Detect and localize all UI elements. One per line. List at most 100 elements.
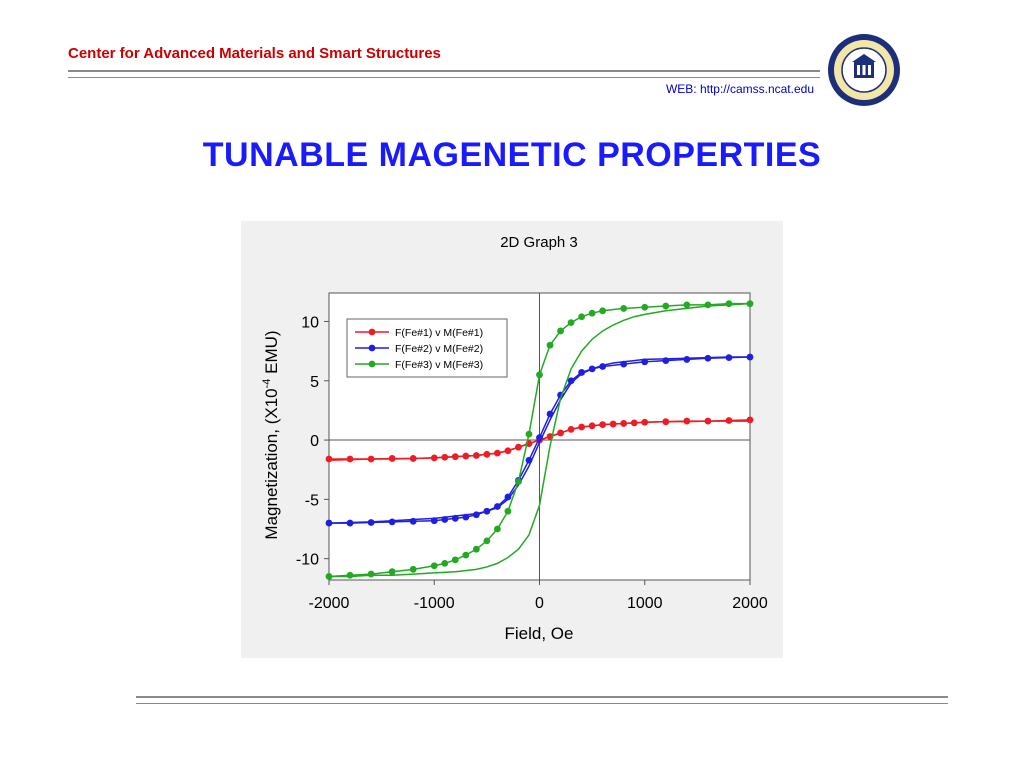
data-point [683,417,691,425]
data-point [346,455,354,463]
data-point [367,519,375,526]
slide-title: TUNABLE MAGENETIC PROPERTIES [202,136,822,174]
legend-label: F(Fe#1) v M(Fe#1) [395,327,483,339]
x-tick-label: 2000 [732,595,768,612]
university-seal-icon [828,34,900,106]
data-point [494,525,501,533]
data-point [704,301,712,309]
data-point [641,303,649,311]
legend-marker [368,328,376,336]
data-point [599,363,607,370]
data-point [567,319,575,327]
data-point [567,377,575,385]
data-point [451,514,459,522]
data-point [641,418,649,426]
data-point [588,422,596,430]
data-point [567,425,575,433]
data-point [472,452,480,459]
x-tick-label: -2000 [309,595,350,612]
data-point [546,410,554,418]
data-point [409,455,417,462]
data-point [704,354,712,362]
data-point [536,434,543,442]
data-point [746,416,754,424]
legend-label: F(Fe#3) v M(Fe#3) [395,359,483,371]
data-point [683,356,691,363]
y-tick-label: 0 [310,433,319,450]
data-point [515,443,522,451]
data-point [662,302,670,310]
data-point [588,365,596,373]
data-point [409,517,417,525]
data-point [462,452,470,460]
data-point [483,507,491,515]
data-point [472,545,480,553]
y-axis-label: Magnetization, (X10-4 EMU) [261,330,281,539]
data-point [525,456,533,464]
data-point [325,455,333,463]
data-point [662,418,670,426]
data-point [609,420,617,428]
data-point [504,507,512,515]
data-point [620,360,628,368]
y-axis-label-tail: EMU) [262,330,281,378]
data-point [515,478,522,485]
y-tick-label: 5 [310,374,319,391]
data-point [346,519,354,527]
data-point [409,565,417,573]
data-point [599,307,607,315]
data-point [472,511,480,519]
data-point [683,301,691,309]
x-tick-label: 0 [535,595,544,612]
x-axis-label: Field, Oe [505,624,574,643]
data-point [451,453,459,461]
data-point [430,517,438,525]
data-point [546,341,554,349]
series-return-line-3 [329,302,751,578]
data-point [588,309,596,317]
data-point [483,537,491,545]
data-point [630,419,638,427]
x-tick-label: 1000 [627,595,663,612]
data-point [704,417,712,425]
data-point [536,371,543,379]
data-point [441,516,449,523]
data-point [430,562,438,570]
data-point [346,571,354,579]
data-point [462,551,470,559]
legend-marker [368,344,376,352]
series-return-line-2 [328,356,750,524]
org-name: Center for Advanced Materials and Smart … [68,45,441,62]
data-point [504,447,512,455]
data-point [725,417,733,424]
data-point [388,568,396,576]
y-tick-label: 10 [301,314,319,331]
data-point [367,570,375,578]
data-point [641,358,649,366]
y-axis-label-main: Magnetization, (X10 [262,388,281,539]
chart-title: 2D Graph 3 [500,234,578,251]
footer-divider [136,696,948,704]
data-point [620,420,628,427]
hysteresis-chart: 2D Graph 3 -2000 -1000 0 1000 2000 -10 -5 0 5 10 F… [261,234,768,643]
data-point [430,454,438,462]
data-point [325,519,333,527]
data-point [578,369,585,376]
data-point [504,493,512,501]
data-point [557,327,564,335]
data-point [367,455,375,463]
data-point [388,518,396,526]
data-point [494,449,501,457]
web-address: WEB: http://camss.ncat.edu [665,82,814,96]
data-point [557,429,564,437]
data-point [462,513,470,521]
y-tick-label: -10 [296,552,319,569]
y-tick-label: -5 [305,492,319,509]
data-point [441,453,449,461]
data-point [388,455,396,462]
data-point [525,430,533,438]
data-point [451,556,459,564]
y-axis-label-exponent: -4 [261,379,273,389]
legend-label: F(Fe#2) v M(Fe#2) [395,343,483,355]
data-point [725,300,733,308]
